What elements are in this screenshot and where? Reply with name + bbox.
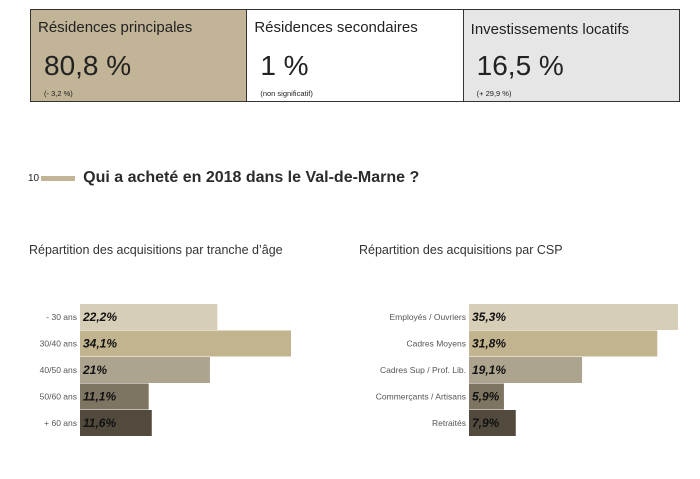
stat-note: (non significatif) [260,89,313,98]
age-value-label-0: 22,2% [82,310,117,324]
csp-value-label-2: 19,1% [472,363,506,377]
age-bar-4 [80,410,152,436]
stat-value: 16,5 % [476,50,564,81]
csp-bar-1 [469,330,658,357]
csp-category-label-1: Cadres Moyens [406,339,466,349]
age-category-label-1: 30/40 ans [40,339,77,349]
section-number: 10 [28,172,40,184]
stat-investissements-locatifs: Investissements locatifs 16,5 % (+ 29,9 … [463,10,679,101]
csp-bar-chart: Employés / Ouvriers 35,3% Cadres Moyens 31,… [376,304,678,436]
csp-category-label-3: Commerçants / Artisans [376,392,466,402]
section-heading: 10 Qui a acheté en 2018 dans le Val-de-M… [28,167,419,189]
stat-label: Investissements locatifs [470,21,630,38]
age-bar-1 [80,330,291,357]
csp-bar-4 [469,410,516,436]
csp-category-label-4: Retraités [432,418,466,428]
csp-category-label-0: Employés / Ouvriers [389,312,466,322]
age-category-label-0: - 30 ans [46,312,77,322]
stat-residences-secondaires: Résidences secondaires 1 % (non signific… [247,10,464,101]
age-value-label-3: 11,1% [83,390,116,404]
age-bar-2 [80,357,210,383]
csp-value-label-4: 7,9% [472,416,500,430]
csp-value-label-3: 5,9% [472,390,500,404]
age-category-label-4: + 60 ans [44,418,77,428]
csp-value-label-0: 35,3% [472,310,506,324]
age-bar-0 [80,304,218,330]
age-value-label-2: 21% [82,363,107,377]
stat-value: 80,8 % [44,50,132,81]
stat-note: (+ 29,9 %) [476,89,512,98]
age-category-label-3: 50/60 ans [40,392,77,402]
csp-category-label-2: Cadres Sup / Prof. Lib. [380,365,466,375]
stats-panel: Résidences principales 80,8 % (- 3,2 %) … [30,9,680,102]
csp-chart-title: Répartition des acquisitions par CSP [359,243,563,257]
stat-label: Résidences principales [38,19,193,36]
stat-residences-principales: Résidences principales 80,8 % (- 3,2 %) [31,10,248,101]
section-accent-bar [41,175,76,181]
age-bar-3 [80,383,149,410]
age-value-label-1: 34,1% [83,337,117,351]
stat-note: (- 3,2 %) [44,89,73,98]
age-bar-chart: - 30 ans 22,2% 30/40 ans 34,1% 40/50 ans 21% 5… [40,304,291,436]
stat-value: 1 % [260,50,309,81]
age-value-label-4: 11,6% [83,416,116,430]
csp-value-label-1: 31,8% [472,337,506,351]
stat-label: Résidences secondaires [254,19,418,36]
csp-bar-3 [469,383,504,410]
age-category-label-2: 40/50 ans [40,365,77,375]
age-chart-title: Répartition des acquisitions par tranche… [29,243,283,257]
csp-bar-2 [469,357,583,383]
section-title: Qui a acheté en 2018 dans le Val-de-Marn… [83,169,420,186]
csp-bar-0 [469,304,678,330]
